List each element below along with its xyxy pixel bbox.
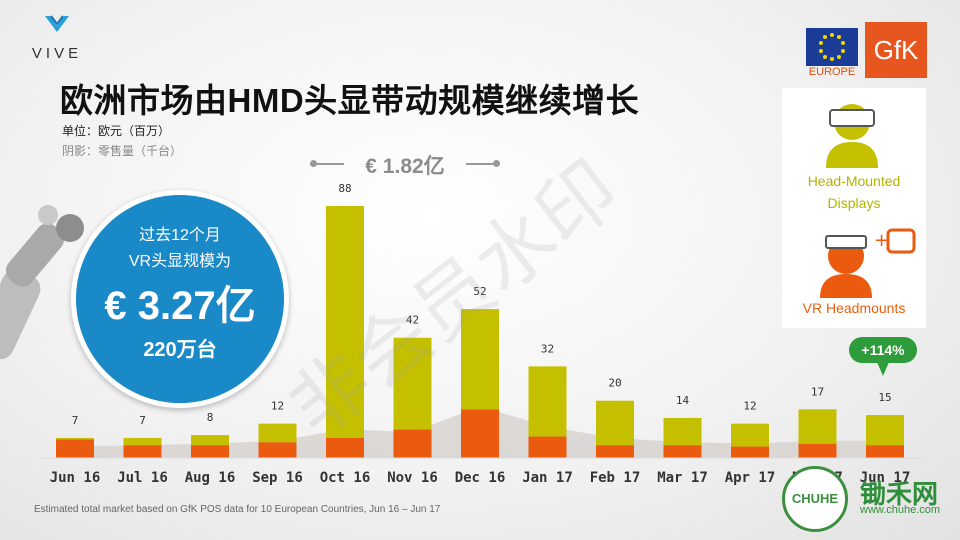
x-tick-label: Jan 17 — [522, 470, 573, 486]
bar-total-label: 15 — [878, 391, 891, 404]
bar-total-label: 20 — [608, 377, 621, 390]
bar-hmd — [528, 366, 567, 437]
x-tick-label: Mar 17 — [657, 470, 708, 486]
bar-hmd — [596, 400, 634, 446]
page-title: 欧洲市场由HMD头显带动规模继续增长 — [60, 82, 640, 119]
gfk-logo-icon: GfK — [865, 22, 927, 78]
shade-note: 阴影：零售量（千台） — [62, 144, 183, 158]
bubble-value: € 3.27亿 — [104, 284, 256, 328]
bar-total-label: 7 — [72, 414, 79, 427]
bar-hmd — [461, 309, 499, 410]
bar-hmd — [798, 409, 837, 444]
bar-headmounts — [731, 446, 769, 458]
total-market-label: € 1.82亿 — [310, 150, 500, 178]
divider-line — [466, 163, 500, 165]
x-tick-label: Aug 16 — [185, 470, 236, 486]
x-tick-label: Nov 16 — [387, 470, 438, 486]
bar-hmd — [866, 415, 904, 446]
site-url: www.chuhe.com — [860, 504, 941, 516]
bubble-units: 220万台 — [143, 339, 217, 361]
bar-total-label: 8 — [207, 411, 214, 424]
footnote: Estimated total market based on GfK POS … — [34, 504, 441, 515]
bubble-line2: VR头显规模为 — [128, 253, 232, 270]
bars-layer — [40, 206, 925, 459]
divider-line — [310, 163, 344, 165]
bar-headmounts — [393, 429, 432, 458]
x-tick-label: Oct 16 — [320, 470, 371, 486]
europe-label: EUROPE — [808, 66, 856, 78]
x-tick-label: Apr 17 — [725, 470, 776, 486]
bar-total-label: 12 — [271, 400, 284, 413]
x-tick-label: Feb 17 — [590, 470, 641, 486]
bar-headmounts — [663, 445, 702, 458]
growth-badge-pointer — [877, 362, 889, 376]
bar-total-label: 42 — [406, 314, 419, 327]
total-market-value: € 1.82亿 — [365, 155, 445, 178]
bar-total-label: 17 — [811, 385, 824, 398]
legend-hmd-label: Head-Mounted Displays — [807, 173, 901, 211]
bar-headmounts — [866, 445, 904, 458]
hmd-person-icon — [826, 104, 878, 168]
bar-hmd — [326, 206, 364, 438]
bar-total-label: 7 — [139, 414, 146, 427]
bar-headmounts — [528, 436, 567, 458]
vr-headmount-person-icon: + — [820, 228, 916, 298]
x-tick-label: Jun 17 — [860, 470, 911, 486]
vive-logo-icon — [45, 15, 69, 32]
bar-headmounts — [191, 445, 229, 458]
bar-headmounts — [258, 442, 297, 458]
x-tick-label: Dec 16 — [455, 470, 506, 486]
bar-total-label: 88 — [338, 182, 351, 195]
bar-headmounts — [56, 439, 94, 458]
bar-hmd — [123, 437, 162, 446]
bar-headmounts — [461, 409, 499, 458]
svg-text:+: + — [874, 230, 889, 251]
x-tick-label: Jul 16 — [117, 470, 168, 486]
brand-logo: VIVE — [22, 12, 92, 62]
bar-total-label: 52 — [473, 285, 486, 298]
legend-headmounts-label: VR Headmounts — [802, 300, 906, 316]
bar-hmd — [191, 435, 229, 446]
unit-note: 单位：欧元（百万） — [62, 124, 171, 138]
summary-bubble: 过去12个月 VR头显规模为 € 3.27亿 220万台 — [71, 190, 289, 408]
site-name: 锄禾网 — [860, 479, 939, 509]
robot-arm-icon — [0, 205, 84, 360]
bar-headmounts — [326, 437, 364, 458]
bar-hmd — [663, 417, 702, 446]
bubble-line1: 过去12个月 — [139, 227, 221, 244]
bar-headmounts — [123, 445, 162, 458]
bar-total-label: 32 — [541, 342, 554, 355]
site-logo-icon: CHUHE — [782, 466, 848, 532]
bar-hmd — [56, 437, 94, 440]
x-tick-label: Sep 16 — [252, 470, 303, 486]
labels-layer: 7 Jun 16 7 Jul 16 8 Aug 16 12 Sep 16 88 Oct 16 42 N… — [50, 182, 911, 486]
bar-headmounts — [798, 443, 837, 458]
x-tick-label: Jun 16 — [50, 470, 101, 486]
bar-hmd — [258, 423, 297, 443]
bar-hmd — [393, 337, 432, 430]
bar-total-label: 14 — [676, 394, 690, 407]
bar-headmounts — [596, 445, 634, 458]
bar-hmd — [731, 423, 769, 447]
eu-flag-icon — [806, 28, 858, 66]
brand-name: VIVE — [31, 45, 83, 62]
growth-badge: +114% — [849, 337, 917, 363]
divider-dot — [493, 160, 500, 167]
bar-total-label: 12 — [743, 400, 756, 413]
